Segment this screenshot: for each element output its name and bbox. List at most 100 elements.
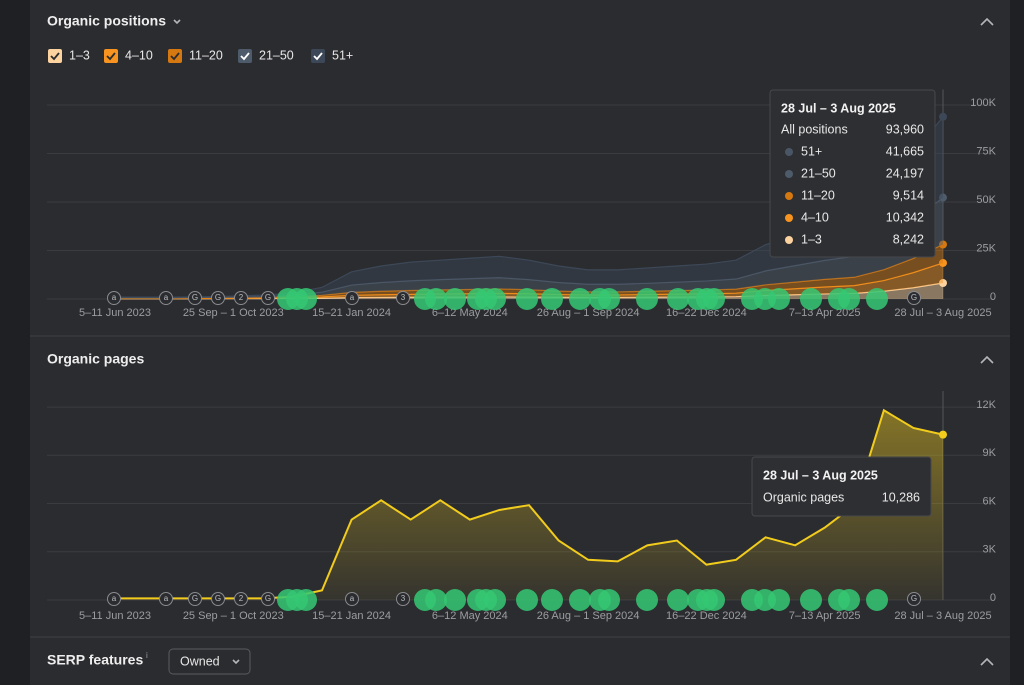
event-marker[interactable] [800,288,822,310]
event-marker[interactable] [800,589,822,611]
event-marker[interactable] [768,589,790,611]
event-icon-label: G [265,594,271,603]
event-marker[interactable] [667,288,689,310]
event-marker[interactable] [541,288,563,310]
y-tick-label: 0 [990,291,996,303]
event-icon-label: G [192,293,198,302]
legend-checkbox[interactable] [48,49,62,63]
legend-checkbox[interactable] [168,49,182,63]
x-tick-label: 16–22 Dec 2024 [666,610,747,622]
dropdown-icon[interactable] [173,19,181,25]
event-marker[interactable] [569,589,591,611]
x-tick-label: 26 Aug – 1 Sep 2024 [537,307,640,319]
event-marker[interactable] [516,589,538,611]
event-icon-label: G [911,293,917,302]
event-marker[interactable] [866,589,888,611]
event-icon-label: a [112,293,117,302]
info-icon[interactable]: i [146,651,148,660]
check-icon [313,52,323,61]
event-marker[interactable] [838,288,860,310]
event-marker[interactable] [295,288,317,310]
event-icon [211,592,225,606]
event-marker[interactable] [598,288,620,310]
legend-checkbox[interactable] [238,49,252,63]
legend-label[interactable]: 21–50 [259,48,294,62]
tooltip-title: 28 Jul – 3 Aug 2025 [781,101,896,115]
event-marker[interactable] [703,288,725,310]
event-icon-label: G [192,594,198,603]
end-point [939,430,947,439]
y-tick-label: 0 [990,592,996,604]
event-icon [159,291,173,305]
y-tick-label: 100K [970,97,996,109]
event-marker[interactable] [667,589,689,611]
event-marker[interactable] [484,589,506,611]
event-icon [396,592,410,606]
event-marker[interactable] [541,589,563,611]
tooltip-label: 1–3 [801,232,822,246]
event-icon-label: G [215,594,221,603]
tooltip [751,456,932,517]
event-icon-label: 3 [401,594,406,603]
event-marker[interactable] [444,589,466,611]
event-marker[interactable] [295,589,317,611]
event-marker[interactable] [425,288,447,310]
event-icon [107,592,121,606]
x-tick-label: 16–22 Dec 2024 [666,307,747,319]
event-marker[interactable] [569,288,591,310]
event-marker[interactable] [516,288,538,310]
y-tick-label: 50K [976,194,996,206]
section-title[interactable]: Organic positions [47,13,166,29]
end-point [939,258,947,267]
event-marker[interactable] [444,288,466,310]
check-icon [240,52,250,61]
event-marker[interactable] [636,589,658,611]
event-icon-label: G [911,594,917,603]
event-marker[interactable] [484,288,506,310]
x-tick-label: 25 Sep – 1 Oct 2023 [183,307,284,319]
collapse-icon[interactable] [980,17,994,26]
event-marker[interactable] [866,288,888,310]
legend-label[interactable]: 4–10 [125,48,153,62]
event-marker[interactable] [838,589,860,611]
filter-dropdown[interactable] [168,648,251,675]
legend-checkbox[interactable] [104,49,118,63]
tooltip-label: 4–10 [801,210,829,224]
legend-checkbox[interactable] [311,49,325,63]
event-icon-label: a [350,293,355,302]
tooltip-dot [785,192,793,200]
tooltip-value: 8,242 [893,232,924,246]
tooltip [769,89,936,258]
collapse-icon[interactable] [980,657,994,666]
end-point [939,193,947,202]
legend-label[interactable]: 11–20 [189,48,223,62]
event-icon-label: 2 [239,293,244,302]
y-tick-label: 25K [976,242,996,254]
event-icon [107,291,121,305]
series-line [115,408,944,600]
event-marker[interactable] [425,589,447,611]
tooltip-value: 9,514 [893,188,924,202]
event-icon [159,592,173,606]
event-marker[interactable] [636,288,658,310]
event-marker[interactable] [703,589,725,611]
x-tick-label: 28 Jul – 3 Aug 2025 [894,307,991,319]
tooltip-dot [785,236,793,244]
y-tick-label: 75K [976,145,996,157]
tooltip-dot [785,214,793,222]
legend-label[interactable]: 1–3 [69,48,90,62]
event-icon-label: a [350,594,355,603]
dropdown-icon[interactable] [232,659,240,665]
event-marker[interactable] [598,589,620,611]
tooltip-value: 93,960 [886,122,924,136]
event-icon [188,592,202,606]
x-tick-label: 6–12 May 2024 [432,307,508,319]
tooltip-label: 21–50 [801,166,836,180]
x-tick-label: 25 Sep – 1 Oct 2023 [183,610,284,622]
legend-label[interactable]: 51+ [332,48,353,62]
collapse-icon[interactable] [980,355,994,364]
filter-label[interactable]: Owned [180,654,220,668]
event-marker[interactable] [768,288,790,310]
series-area [115,283,943,299]
